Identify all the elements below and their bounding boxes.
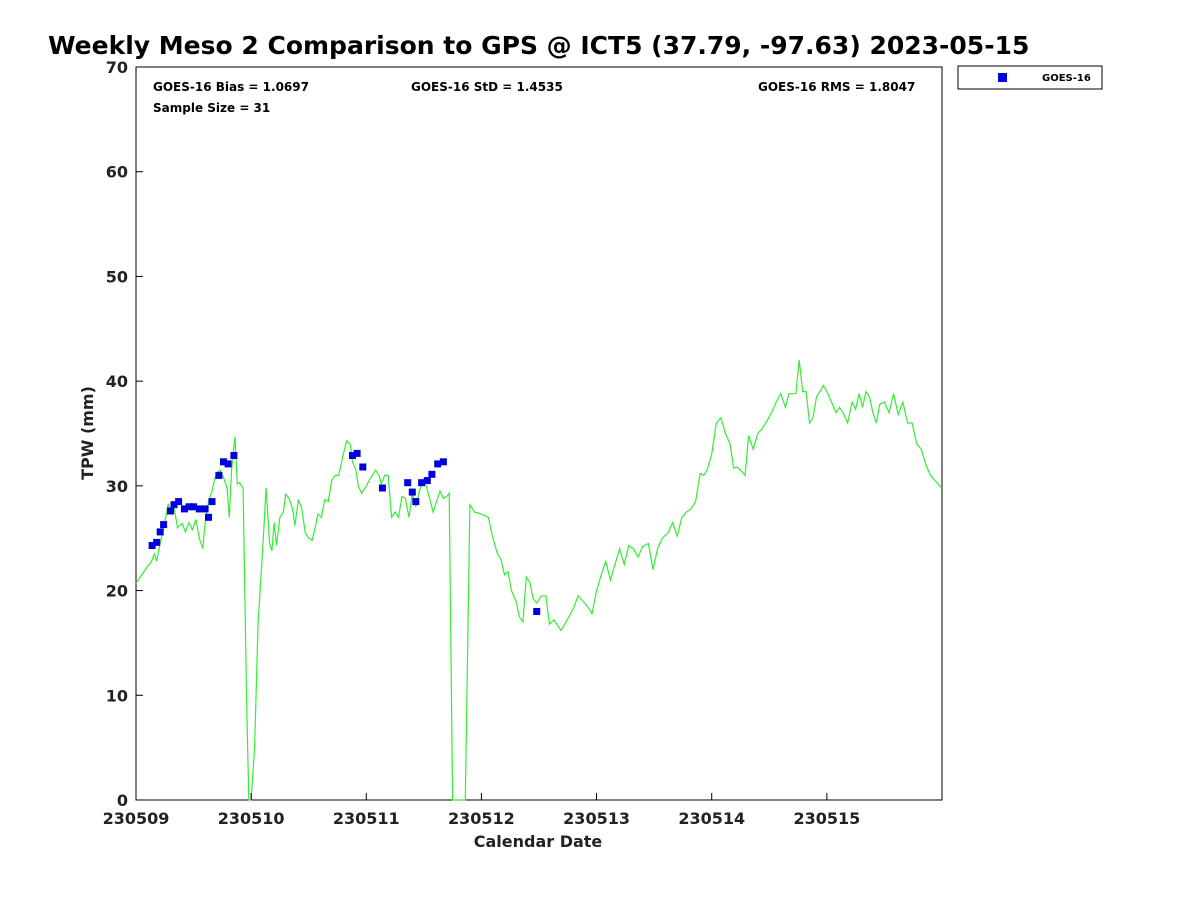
goes16-point (180, 505, 188, 513)
legend-entry-goes16: GOES-16 (1042, 73, 1091, 84)
goes16-point (167, 507, 174, 515)
y-tick-label: 10 (106, 686, 128, 705)
goes16-point (439, 458, 447, 466)
y-axis-label: TPW (mm) (78, 386, 97, 480)
goes16-point (418, 479, 426, 487)
goes16-point (156, 528, 164, 536)
goes16-point (230, 452, 238, 459)
goes16-point (153, 538, 161, 546)
x-tick-label: 230509 (103, 809, 170, 828)
y-tick-label: 30 (106, 477, 128, 496)
legend: GOES-16 (957, 65, 1103, 90)
goes16-point (353, 449, 361, 457)
x-tick-label: 230513 (563, 809, 630, 828)
std-stat: GOES-16 StD = 1.4535 (411, 80, 563, 94)
goes16-point (224, 460, 232, 468)
goes16-point (378, 484, 386, 492)
legend-marker-square (998, 73, 1007, 82)
x-axis: 230509 230510 230511 230512 230513 230514 2305… (103, 793, 860, 828)
y-axis: 0 10 20 30 40 50 60 70 (106, 58, 143, 810)
bias-stat: GOES-16 Bias = 1.0697 (153, 80, 309, 94)
x-tick-label: 230511 (333, 809, 400, 828)
goes16-point (349, 452, 356, 459)
goes16-point (359, 463, 367, 471)
goes16-point (148, 542, 156, 549)
goes16-point (533, 608, 541, 615)
plot-frame (135, 66, 943, 801)
rms-stat: GOES-16 RMS = 1.8047 (758, 80, 915, 94)
y-tick-label: 60 (106, 163, 128, 182)
goes16-point (412, 498, 420, 506)
goes16-point (160, 521, 168, 529)
goes16-point (220, 458, 227, 466)
legend-box (957, 65, 1103, 90)
y-tick-label: 70 (106, 58, 128, 77)
goes16-point (404, 479, 412, 487)
goes16-point (428, 470, 436, 478)
goes16-point (175, 498, 183, 506)
x-tick-label: 230515 (793, 809, 860, 828)
y-tick-label: 20 (106, 582, 128, 601)
y-tick-label: 50 (106, 267, 128, 286)
plot-area: 0 10 20 30 40 50 60 70 230509 230510 230511 230512… (103, 58, 943, 828)
x-tick-label: 230512 (448, 809, 515, 828)
x-tick-label: 230514 (678, 809, 745, 828)
goes16-point (195, 505, 203, 513)
x-axis-label: Calendar Date (474, 832, 603, 851)
goes16-point (423, 477, 431, 485)
chart-title: Weekly Meso 2 Comparison to GPS @ ICT5 (… (48, 31, 1029, 60)
gps-tpw-line (135, 360, 943, 801)
goes16-point (170, 501, 178, 509)
x-tick-label: 230510 (218, 809, 285, 828)
goes16-point (208, 498, 216, 506)
y-tick-label: 40 (106, 372, 128, 391)
goes16-point (205, 513, 212, 521)
goes16-point (434, 460, 442, 468)
goes16-point (190, 503, 198, 511)
goes16-point (215, 471, 223, 479)
sample-size-stat: Sample Size = 31 (153, 101, 270, 115)
goes16-point (185, 503, 193, 511)
goes16-point (408, 488, 416, 496)
series-layer (135, 360, 943, 801)
y-tick-label: 0 (117, 791, 128, 810)
goes16-point (201, 505, 209, 513)
